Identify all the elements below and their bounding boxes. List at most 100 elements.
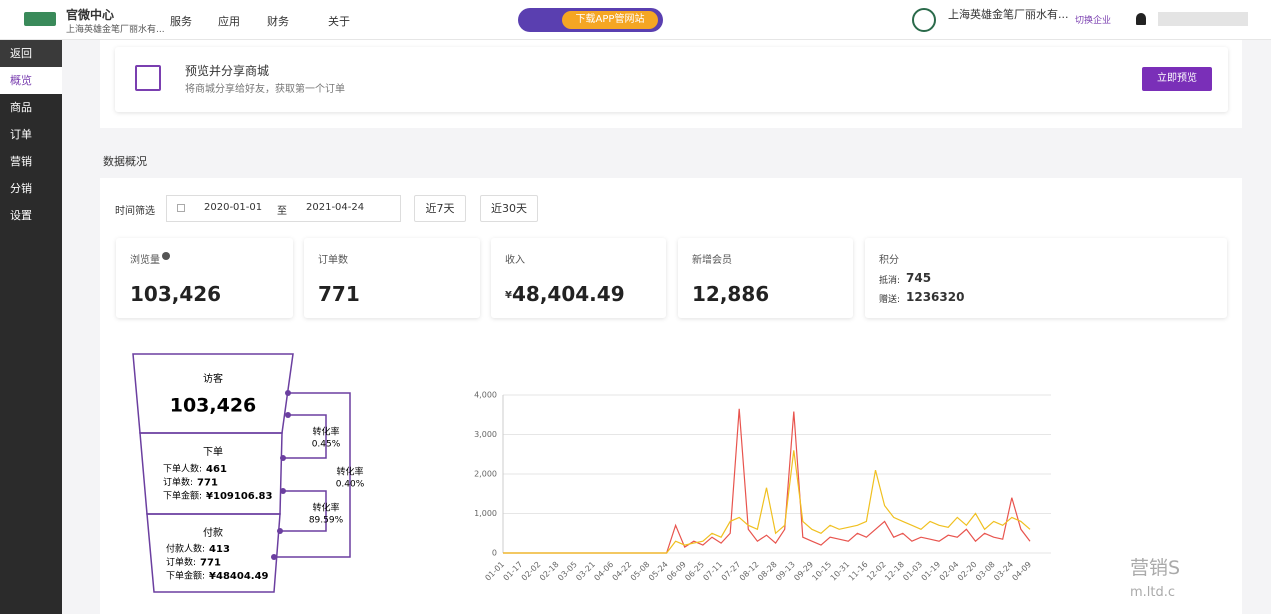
y-tick-label: 3,000: [474, 430, 497, 439]
nav-item[interactable]: 财务: [267, 15, 289, 28]
stat-label: 新增会员: [692, 255, 732, 266]
row-label: 下单金额:: [166, 570, 205, 582]
series-line: [503, 450, 1031, 554]
rate-bracket: [280, 490, 327, 532]
x-tick-label: 07-11: [701, 560, 724, 583]
points-card: 积分 抵消: 745 赠送: 1236320: [865, 238, 1227, 318]
x-tick-label: 06-09: [665, 560, 688, 583]
side-item[interactable]: 订单: [10, 128, 32, 141]
row-value: ¥109106.83: [206, 491, 272, 502]
y-tick-label: 2,000: [474, 470, 497, 479]
stat-card: 新增会员 12,886: [678, 238, 853, 318]
switch-company[interactable]: 切换企业: [1075, 16, 1112, 26]
company-logo: [912, 8, 936, 32]
calendar-icon: [177, 204, 185, 212]
stage-label: 付款: [203, 526, 223, 539]
date-separator: 至: [277, 206, 287, 217]
x-tick-label: 01-19: [920, 560, 943, 583]
filter-button[interactable]: 近7天: [414, 195, 466, 222]
dot: [285, 390, 291, 396]
line-chart: 0 1,000 2,000 3,000 4,000 01-0101-1702-0202-1…: [474, 391, 1051, 583]
user-name[interactable]: [1158, 12, 1248, 26]
rate-bracket: [274, 392, 351, 558]
stat-label: 订单数: [318, 255, 348, 266]
x-tick-label: 03-05: [556, 560, 579, 583]
stat-card: 浏览量 103,426: [116, 238, 293, 318]
x-tick-label: 03-21: [574, 560, 597, 583]
nav-item[interactable]: 服务: [170, 15, 192, 28]
app-title: 官微中心: [66, 8, 115, 22]
side-item[interactable]: 营销: [10, 155, 32, 168]
sidebar: 返回 概览 商品 订单 营销 分销 设置: [0, 40, 62, 614]
y-tick-label: 4,000: [474, 391, 497, 400]
rate-label: 转化率: [312, 426, 339, 438]
preview-card: 预览并分享商城 将商城分享给好友，获取第一个订单 立即预览: [115, 47, 1228, 112]
funnel-stage: [132, 353, 294, 434]
row-value: 771: [200, 558, 221, 569]
stage-value: 103,426: [170, 395, 257, 417]
currency: ¥: [505, 290, 512, 301]
rate-label: 转化率: [312, 502, 339, 514]
points-label: 赠送:: [879, 295, 901, 305]
row-label: 下单金额:: [163, 490, 202, 502]
company-name: 上海英雄金笔厂丽水有...: [948, 8, 1069, 21]
stage-label: 访客: [203, 372, 223, 385]
x-tick-label: 12-02: [865, 560, 888, 583]
x-tick-label: 08-28: [756, 560, 779, 583]
side-item[interactable]: 返回: [0, 40, 62, 67]
x-tick-label: 08-12: [738, 560, 761, 583]
rate-value: 0.45%: [312, 440, 341, 450]
row-label: 订单数:: [166, 556, 196, 568]
x-tick-label: 09-13: [774, 560, 797, 583]
stat-value: 771: [318, 282, 360, 306]
date-end: 2021-04-24: [306, 202, 365, 213]
x-tick-label: 07-27: [720, 560, 743, 583]
nav-item[interactable]: 关于: [328, 15, 350, 28]
x-tick-label: 02-20: [956, 560, 979, 583]
x-tick-label: 10-15: [810, 560, 833, 583]
stat-card: 订单数 771: [304, 238, 480, 318]
funnel-stage: [146, 513, 281, 593]
date-range[interactable]: 2020-01-01 至 2021-04-24: [166, 195, 401, 222]
x-tick-label: 04-22: [611, 560, 634, 583]
filter-button[interactable]: 近30天: [480, 195, 538, 222]
stat-card: 收入 ¥ 48,404.49: [491, 238, 666, 318]
side-item[interactable]: 商品: [10, 101, 32, 114]
help-icon[interactable]: [162, 252, 170, 260]
logo: [24, 12, 56, 26]
dot: [277, 528, 283, 534]
x-tick-label: 01-01: [483, 560, 506, 583]
row-value: ¥48404.49: [209, 571, 269, 582]
bell-icon[interactable]: [1136, 13, 1146, 25]
stat-value: 12,886: [692, 282, 770, 306]
side-item[interactable]: 设置: [10, 209, 32, 222]
points-label: 抵消:: [879, 276, 901, 286]
x-tick-label: 02-04: [938, 560, 961, 583]
rate-value: 0.40%: [336, 480, 365, 490]
y-tick-label: 0: [492, 549, 497, 558]
preview-title: 预览并分享商城: [185, 64, 270, 78]
section-title: 数据概况: [103, 155, 147, 168]
dot: [271, 554, 277, 560]
preview-button[interactable]: 立即预览: [1142, 67, 1212, 91]
x-tick-label: 11-16: [847, 560, 870, 583]
x-tick-label: 04-09: [1010, 560, 1033, 583]
download-banner[interactable]: 下载APP管网站: [518, 8, 663, 32]
row-value: 461: [206, 464, 227, 475]
dot: [285, 412, 291, 418]
app-subtitle: 上海英雄金笔厂丽水有...: [66, 25, 165, 35]
watermark: m.ltd.c: [1130, 585, 1176, 600]
filter-label: 时间筛选: [115, 206, 155, 217]
stage-label: 下单: [203, 446, 223, 458]
rate-bracket: [283, 414, 327, 459]
row-label: 下单人数:: [163, 463, 202, 475]
rate-value: 89.59%: [309, 516, 344, 526]
side-item[interactable]: 分销: [10, 182, 32, 195]
nav-item[interactable]: 应用: [218, 15, 240, 28]
points-value: 1236320: [906, 290, 965, 304]
x-tick-label: 03-24: [992, 560, 1015, 583]
x-tick-label: 01-03: [901, 560, 924, 583]
side-item[interactable]: 概览: [0, 67, 62, 94]
